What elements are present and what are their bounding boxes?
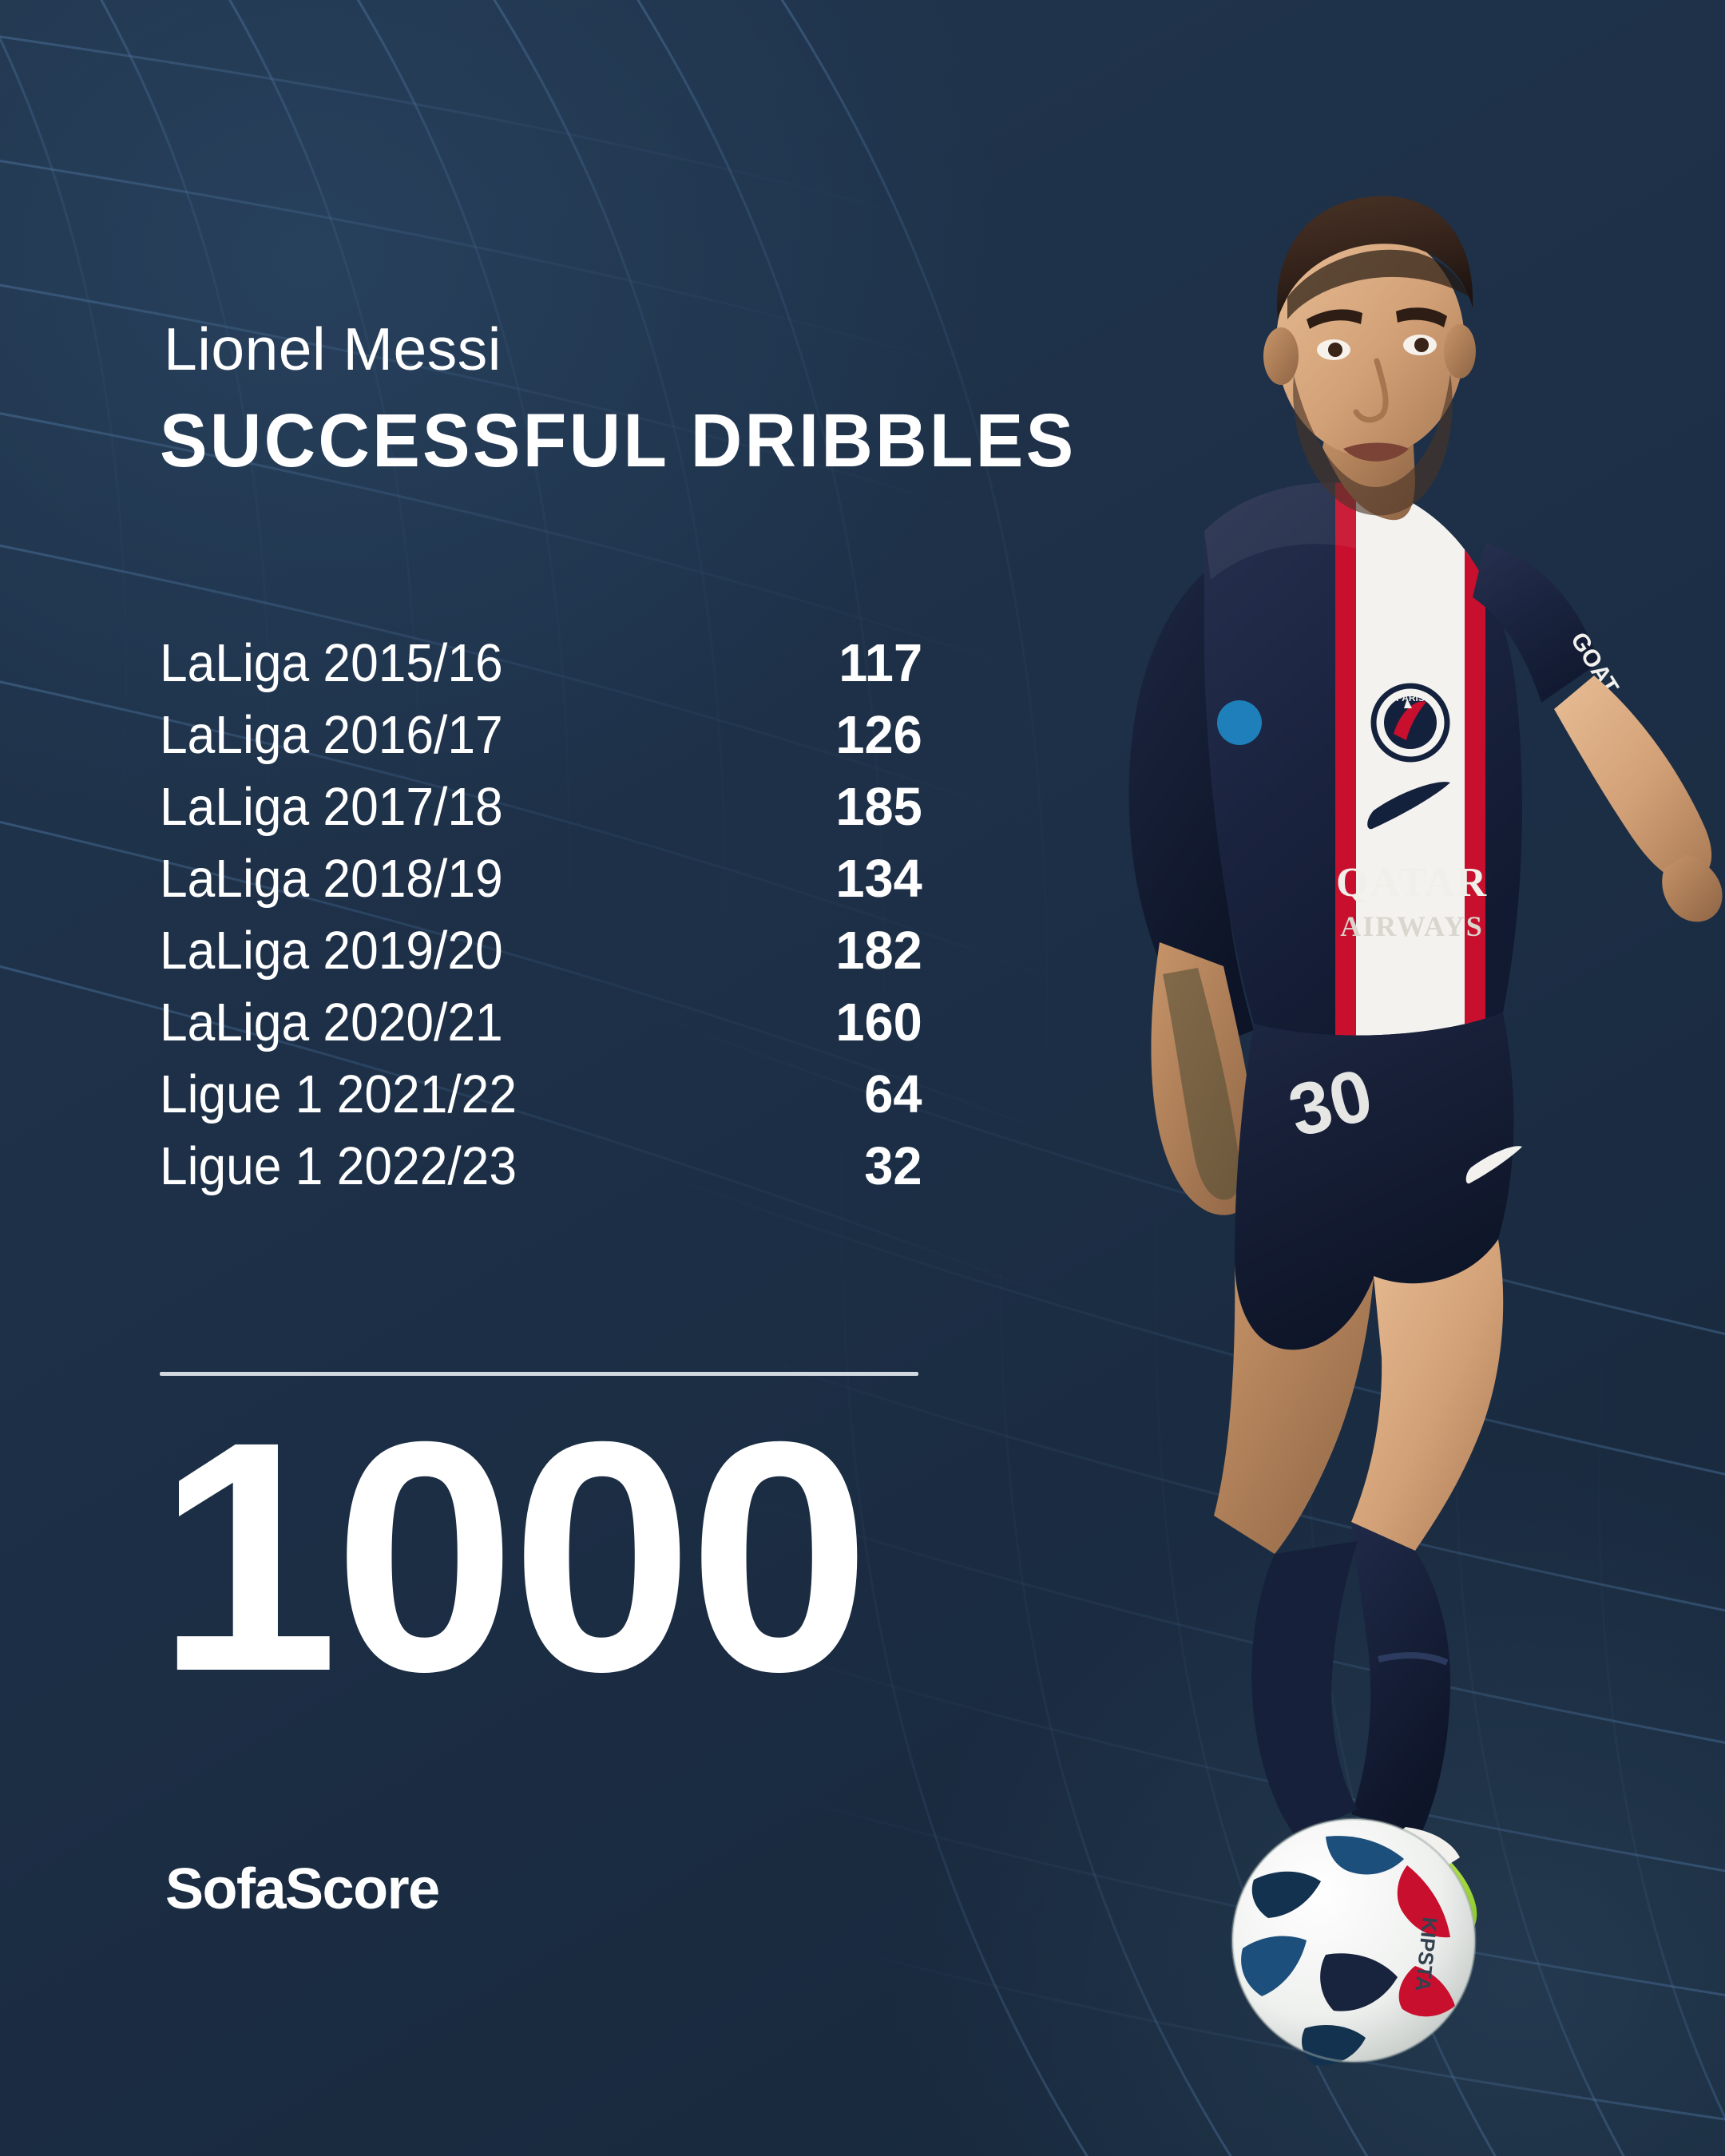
table-row: Ligue 1 2022/23 32 [160, 1130, 922, 1202]
row-label: LaLiga 2020/21 [160, 992, 503, 1052]
table-row: Ligue 1 2021/22 64 [160, 1058, 922, 1130]
row-label: LaLiga 2016/17 [160, 704, 503, 765]
row-value: 126 [835, 704, 922, 765]
row-value: 134 [835, 848, 922, 909]
row-value: 182 [835, 920, 922, 981]
row-label: LaLiga 2018/19 [160, 848, 503, 909]
table-row: LaLiga 2019/20 182 [160, 914, 922, 986]
table-row: LaLiga 2018/19 134 [160, 842, 922, 914]
row-label: LaLiga 2015/16 [160, 632, 503, 693]
row-value: 185 [835, 776, 922, 837]
row-label: Ligue 1 2021/22 [160, 1064, 517, 1124]
total-divider [160, 1372, 918, 1376]
table-row: LaLiga 2017/18 185 [160, 771, 922, 842]
row-label: LaLiga 2019/20 [160, 920, 503, 981]
row-label: LaLiga 2017/18 [160, 776, 503, 837]
page-title: SUCCESSFUL DRIBBLES [160, 398, 1077, 483]
sofascore-logo: SofaScore [165, 1857, 440, 1921]
stats-table: LaLiga 2015/16 117 LaLiga 2016/17 126 La… [160, 627, 922, 1202]
table-row: LaLiga 2020/21 160 [160, 986, 922, 1058]
row-value: 64 [864, 1064, 922, 1124]
row-label: Ligue 1 2022/23 [160, 1135, 517, 1196]
table-row: LaLiga 2016/17 126 [160, 699, 922, 771]
row-value: 32 [864, 1135, 922, 1196]
row-value: 160 [835, 992, 922, 1052]
row-value: 117 [839, 632, 922, 693]
table-row: LaLiga 2015/16 117 [160, 627, 922, 699]
player-name-kicker: Lionel Messi [164, 315, 502, 382]
total-value: 1000 [157, 1373, 870, 1739]
